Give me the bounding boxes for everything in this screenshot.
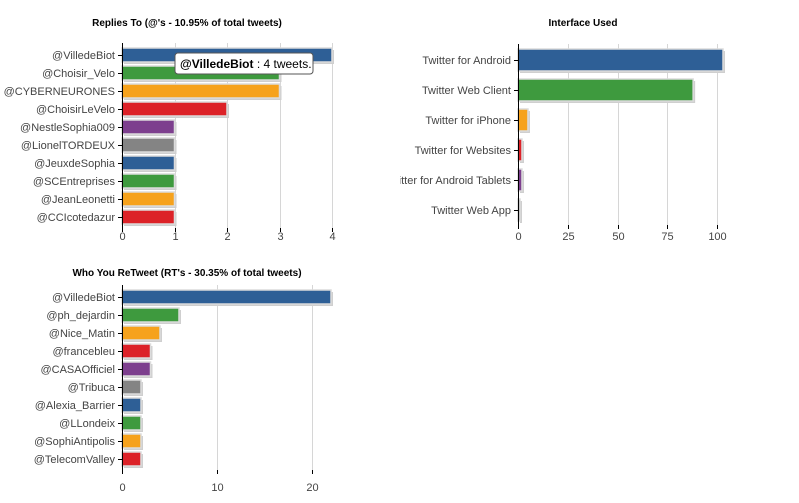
retweet-bar[interactable] bbox=[121, 451, 142, 467]
replies-category-label: @CYBERNEURONES bbox=[4, 86, 115, 98]
replies-x-tick-label: 0 bbox=[119, 231, 125, 243]
retweet-bar[interactable] bbox=[121, 379, 142, 395]
interface-bar[interactable] bbox=[517, 78, 694, 102]
replies-category-label: @JeanLeonetti bbox=[41, 194, 115, 206]
replies-category-label: @VilledeBiot bbox=[52, 50, 115, 62]
replies-bar[interactable] bbox=[121, 155, 176, 171]
tooltip-label: @VilledeBiot : 4 tweets. bbox=[180, 57, 312, 71]
replies-category-label: @CCIcotedazur bbox=[37, 212, 116, 224]
replies-bar[interactable] bbox=[121, 191, 176, 207]
retweet-category-label: @SophiAntipolis bbox=[34, 436, 115, 448]
retweet-category-label: @francebleu bbox=[52, 346, 115, 358]
retweet-bar[interactable] bbox=[121, 289, 332, 305]
replies-bar[interactable] bbox=[121, 173, 176, 189]
interface-category-label: Twitter for Websites bbox=[415, 145, 512, 157]
retweet-category-label: @Tribuca bbox=[68, 382, 116, 394]
interface-used-chart: Interface Used Twitter for Android Twitte… bbox=[385, 18, 727, 243]
retweet-bar[interactable] bbox=[121, 307, 180, 323]
retweet-category-label: @LLondeix bbox=[59, 418, 115, 430]
replies-category-label: @NestleSophia009 bbox=[20, 122, 115, 134]
retweet-bar[interactable] bbox=[121, 415, 142, 431]
replies-bar[interactable] bbox=[121, 209, 176, 225]
replies-bar[interactable] bbox=[121, 83, 281, 99]
retweet-category-label: @Alexia_Barrier bbox=[35, 400, 116, 412]
interface-x-tick-label: 100 bbox=[708, 231, 726, 243]
interface-category-label: Twitter for Android bbox=[422, 55, 511, 67]
replies-x-tick-label: 1 bbox=[172, 231, 178, 243]
retweet-bar[interactable] bbox=[121, 325, 161, 341]
replies-bar[interactable] bbox=[121, 119, 176, 135]
bar-tooltip: @VilledeBiot : 4 tweets. bbox=[174, 52, 314, 75]
retweet-x-tick-label: 10 bbox=[211, 482, 223, 494]
retweet-title: Who You ReTweet (RT's - 30.35% of total … bbox=[72, 268, 301, 279]
interface-x-tick-label: 50 bbox=[612, 231, 624, 243]
replies-bar[interactable] bbox=[121, 101, 228, 117]
replies-category-label: @JeuxdeSophia bbox=[34, 158, 116, 170]
interface-bar-shadow bbox=[520, 201, 522, 223]
retweet-x-tick-label: 20 bbox=[306, 482, 318, 494]
replies-to-chart: Replies To (@'s - 10.95% of total tweets… bbox=[4, 18, 336, 243]
retweet-category-label: @Nice_Matin bbox=[49, 328, 115, 340]
replies-to-title: Replies To (@'s - 10.95% of total tweets… bbox=[92, 18, 282, 29]
retweet-x-tick-label: 0 bbox=[119, 482, 125, 494]
replies-category-label: @LionelTORDEUX bbox=[21, 140, 116, 152]
replies-category-label: @SCEntreprises bbox=[33, 176, 116, 188]
interface-category-label: Twitter for Android Tablets bbox=[385, 175, 512, 187]
interface-category-label: Twitter Web App bbox=[431, 205, 511, 217]
replies-category-label: @ChoisirLeVelo bbox=[36, 104, 115, 116]
retweet-category-label: @ph_dejardin bbox=[46, 310, 115, 322]
tooltip-category: @VilledeBiot bbox=[180, 57, 254, 71]
retweet-chart: Who You ReTweet (RT's - 30.35% of total … bbox=[34, 268, 333, 494]
replies-x-tick-label: 2 bbox=[224, 231, 230, 243]
interface-category-label: Twitter for iPhone bbox=[425, 115, 511, 127]
interface-bar[interactable] bbox=[517, 48, 724, 72]
interface-category-label: Twitter Web Client bbox=[422, 85, 511, 97]
replies-category-label: @Choisir_Velo bbox=[42, 68, 115, 80]
retweet-bar[interactable] bbox=[121, 361, 152, 377]
tooltip-value: : 4 tweets. bbox=[254, 57, 312, 71]
retweet-category-label: @VilledeBiot bbox=[52, 292, 115, 304]
replies-bar[interactable] bbox=[121, 137, 176, 153]
interface-x-tick-label: 0 bbox=[515, 231, 521, 243]
retweet-category-label: @TelecomValley bbox=[34, 454, 116, 466]
retweet-bar[interactable] bbox=[121, 433, 142, 449]
retweet-category-label: @CASAOfficiel bbox=[40, 364, 115, 376]
interface-x-tick-label: 25 bbox=[562, 231, 574, 243]
tooltip-box bbox=[174, 52, 314, 75]
retweet-bar[interactable] bbox=[121, 343, 152, 359]
interface-x-tick-label: 75 bbox=[661, 231, 673, 243]
interface-used-title: Interface Used bbox=[549, 18, 618, 29]
replies-x-tick-label: 4 bbox=[329, 231, 335, 243]
retweet-bar[interactable] bbox=[121, 397, 142, 413]
replies-x-tick-label: 3 bbox=[277, 231, 283, 243]
interface-bar[interactable] bbox=[517, 108, 529, 132]
